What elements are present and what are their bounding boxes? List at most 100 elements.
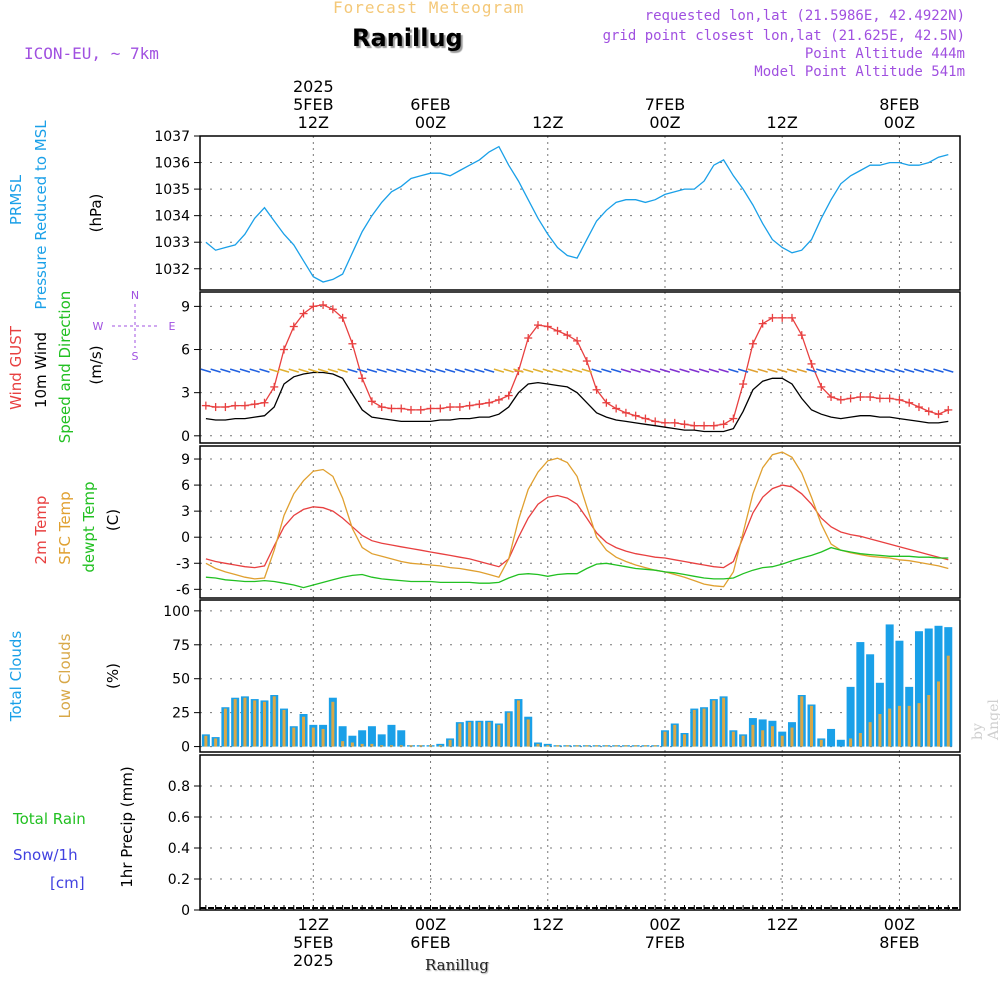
wind-arrow xyxy=(679,368,690,373)
top-time-label: 00Z xyxy=(415,113,446,132)
total-cloud-bar xyxy=(846,686,855,747)
y-tick-label: 1034 xyxy=(154,209,190,225)
low-cloud-bar xyxy=(380,745,384,747)
wind-label: 10m Wind xyxy=(32,332,50,408)
y-tick-label: 3 xyxy=(181,504,190,520)
wind-arrow xyxy=(884,368,895,373)
wind-arrow xyxy=(444,368,456,373)
wind-arrow xyxy=(229,368,241,373)
gust-line xyxy=(205,304,949,427)
wind-arrow xyxy=(483,368,495,373)
y-tick-label: 9 xyxy=(181,299,190,315)
low-cloud-bar xyxy=(223,708,227,747)
model-name: ICON-EU, ~ 7km xyxy=(24,44,159,63)
bottom-time-label: 12Z xyxy=(298,915,329,934)
bottom-time-label: 5FEB xyxy=(293,933,333,952)
y-tick-label: 0 xyxy=(181,740,190,756)
low-cloud-bar xyxy=(722,697,726,747)
top-time-label: 7FEB xyxy=(645,95,685,114)
pressure-line xyxy=(205,145,949,283)
y-tick-label: 0.6 xyxy=(168,810,190,826)
y-tick-label: 0.4 xyxy=(168,841,190,857)
wind-arrow xyxy=(376,368,387,373)
y-tick-label: 1037 xyxy=(154,129,190,145)
low-cloud-bar xyxy=(927,695,931,747)
wind-arrow xyxy=(337,368,348,373)
low-cloud-bar xyxy=(477,722,481,747)
wind-arrow xyxy=(200,368,212,373)
wind-arrow xyxy=(552,368,563,373)
low-cloud-bar xyxy=(360,743,364,747)
wind-arrow xyxy=(757,368,768,373)
low-cloud-bar xyxy=(624,745,628,747)
wind-arrow xyxy=(532,368,544,373)
wind-arrow xyxy=(874,368,886,373)
y-tick-label: 75 xyxy=(172,638,190,654)
sfc-temp-line xyxy=(205,451,949,588)
y-tick-label: 0 xyxy=(181,530,190,546)
wind-arrow xyxy=(903,368,915,373)
wind-arrow xyxy=(269,368,280,373)
y-tick-label: 6 xyxy=(181,478,190,494)
low-cloud-bar xyxy=(663,731,667,747)
wind-arrow xyxy=(747,368,759,373)
low-cloud-bar xyxy=(673,724,677,747)
low-cloud-bar xyxy=(888,708,892,747)
y-tick-label: 3 xyxy=(181,386,190,402)
low-cloud-bar xyxy=(546,745,550,747)
wind-arrow xyxy=(366,368,378,373)
dewpt-line xyxy=(205,546,949,589)
low-cloud-bar xyxy=(575,745,579,747)
top-time-label: 5FEB xyxy=(293,95,333,114)
y-tick-label: 6 xyxy=(181,343,190,359)
wind-arrow xyxy=(767,368,778,373)
pressure-unit: (hPa) xyxy=(87,194,105,233)
total-cloud-bar xyxy=(924,628,933,747)
wind-arrow xyxy=(386,368,397,373)
wind-arrow xyxy=(943,368,954,373)
low-cloud-bar xyxy=(770,726,774,747)
low-cloud-bar xyxy=(595,745,599,747)
wind-arrow xyxy=(894,368,905,373)
wind-arrow xyxy=(689,368,700,373)
wind-arrow xyxy=(513,368,524,373)
wind-arrow xyxy=(581,368,593,373)
top-time-label: 12Z xyxy=(767,113,798,132)
low-cloud-bar xyxy=(507,712,511,747)
bottom-time-label: 7FEB xyxy=(645,933,685,952)
wind-arrow xyxy=(786,368,798,373)
low-cloud-bar xyxy=(399,745,403,747)
wind-arrow xyxy=(493,368,505,373)
compass-s: S xyxy=(132,350,139,363)
precip-label: 1hr Precip (mm) xyxy=(118,766,136,887)
y-tick-label: 0.2 xyxy=(168,872,190,888)
wind-arrow xyxy=(591,368,602,373)
panel-frame-precip xyxy=(199,754,961,911)
wind-arrow xyxy=(571,368,583,373)
bottom-time-label: 00Z xyxy=(884,915,915,934)
low-cloud-bar xyxy=(819,739,823,747)
y-tick-label: 9 xyxy=(181,452,190,468)
wind-line xyxy=(205,371,949,433)
wind-arrow xyxy=(454,368,466,373)
super-title: Forecast Meteogram xyxy=(333,0,525,17)
low-cloud-bar xyxy=(634,745,638,747)
low-cloud-bar xyxy=(331,701,335,747)
wind-arrow xyxy=(630,368,641,373)
low-cloud-bar xyxy=(565,745,569,747)
low-cloud-bar xyxy=(350,742,354,747)
y-tick-label: 1036 xyxy=(154,156,190,172)
wind-arrow xyxy=(464,368,475,373)
compass-n: N xyxy=(131,289,139,302)
top-time-label: 00Z xyxy=(649,113,680,132)
y-tick-label: 0.8 xyxy=(168,779,190,795)
y-tick-label: -6 xyxy=(176,582,190,598)
low-cloud-bar xyxy=(712,700,716,747)
wind-arrow xyxy=(659,368,671,373)
top-time-label: 12Z xyxy=(532,113,563,132)
y-tick-label: 1033 xyxy=(154,235,190,251)
low-cloud-bar xyxy=(653,745,657,747)
rain-legend: Total Rain xyxy=(12,810,86,828)
total-cloud-bar xyxy=(827,728,836,747)
